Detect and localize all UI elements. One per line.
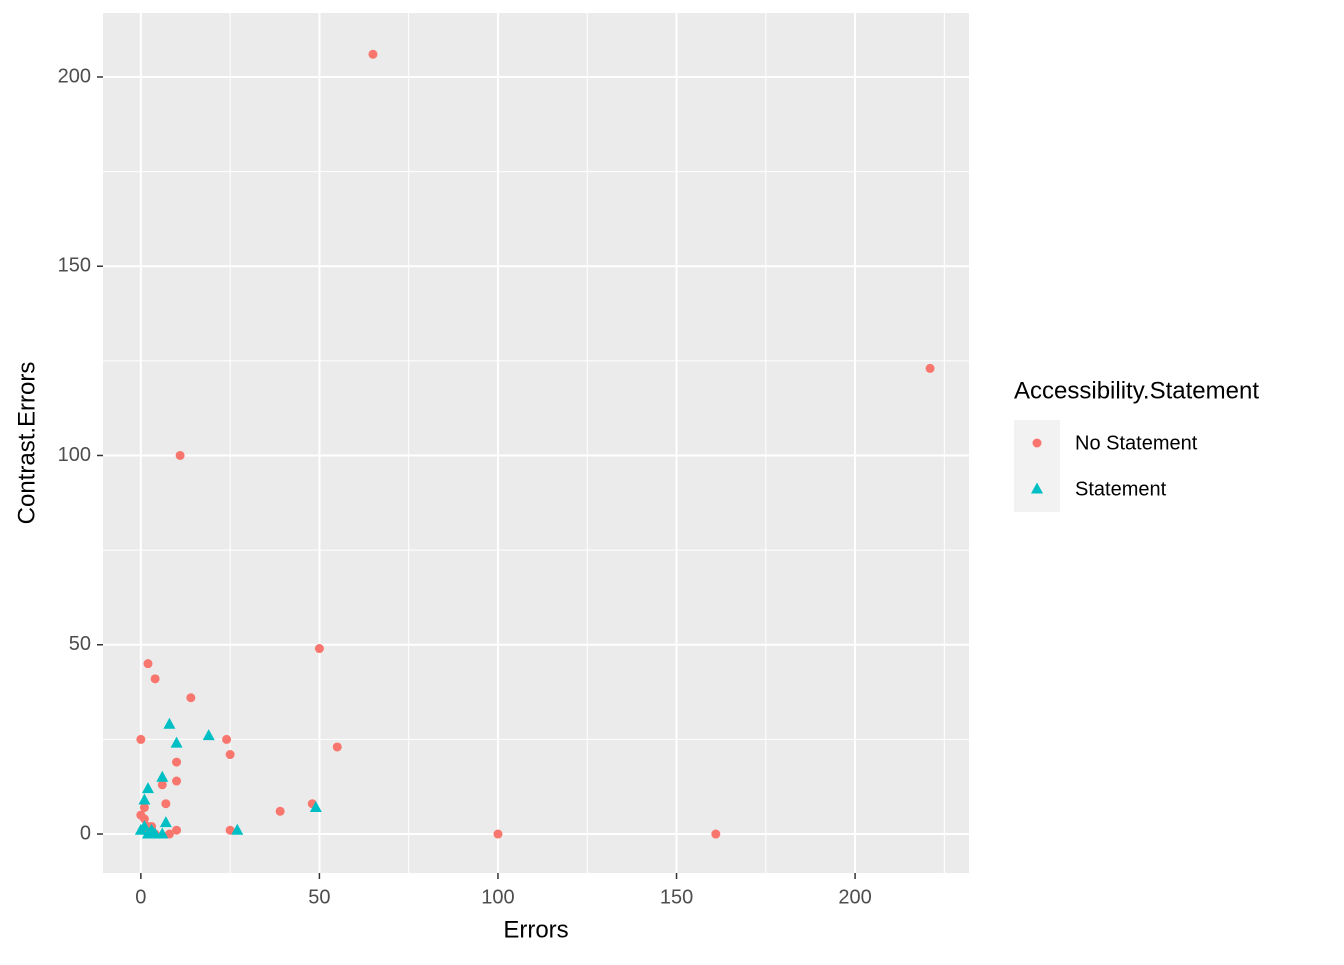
y-tick-label: 150 xyxy=(58,255,91,277)
point xyxy=(149,827,162,839)
legend-title: Accessibility.Statement xyxy=(1014,377,1259,404)
x-axis-title: Errors xyxy=(503,916,568,943)
point xyxy=(275,806,285,816)
point xyxy=(138,793,151,805)
point xyxy=(172,825,182,835)
points xyxy=(134,49,935,839)
point xyxy=(925,363,935,373)
point xyxy=(157,780,167,790)
point xyxy=(202,729,215,741)
point xyxy=(143,659,153,669)
y-tick-label: 100 xyxy=(58,444,91,466)
legend-marker xyxy=(1032,438,1042,448)
point xyxy=(139,803,149,813)
point xyxy=(134,823,147,835)
point xyxy=(225,825,235,835)
point xyxy=(141,782,154,794)
point xyxy=(136,734,146,744)
x-tick-label: 0 xyxy=(135,886,146,908)
x-tick-label: 100 xyxy=(481,886,514,908)
legend-label: Statement xyxy=(1075,478,1167,500)
point xyxy=(172,757,182,767)
point xyxy=(332,742,342,752)
x-tick-label: 150 xyxy=(660,886,693,908)
point xyxy=(163,717,176,729)
y-tick-label: 0 xyxy=(80,822,91,844)
point xyxy=(493,829,503,839)
legend-marker xyxy=(1031,482,1043,494)
legend: No Statement Statement xyxy=(1014,420,1198,512)
point xyxy=(150,674,160,684)
panel xyxy=(103,13,969,873)
point xyxy=(368,49,378,59)
point xyxy=(170,736,183,748)
point xyxy=(225,750,235,760)
point xyxy=(139,814,149,824)
point xyxy=(711,829,721,839)
point xyxy=(309,801,322,813)
point xyxy=(314,644,324,654)
point xyxy=(161,799,171,809)
grid xyxy=(103,13,969,873)
point xyxy=(156,770,169,782)
y-tick-label: 50 xyxy=(69,633,91,655)
point xyxy=(164,829,174,839)
point xyxy=(186,693,196,703)
point xyxy=(222,734,232,744)
x-tick-label: 200 xyxy=(838,886,871,908)
point xyxy=(231,823,244,835)
legend-label: No Statement xyxy=(1075,432,1198,454)
x-tick-label: 50 xyxy=(308,886,330,908)
y-tick-label: 200 xyxy=(58,65,91,87)
point xyxy=(159,816,172,828)
point xyxy=(175,450,185,460)
point xyxy=(172,776,182,786)
y-axis-title: Contrast.Errors xyxy=(13,362,40,525)
